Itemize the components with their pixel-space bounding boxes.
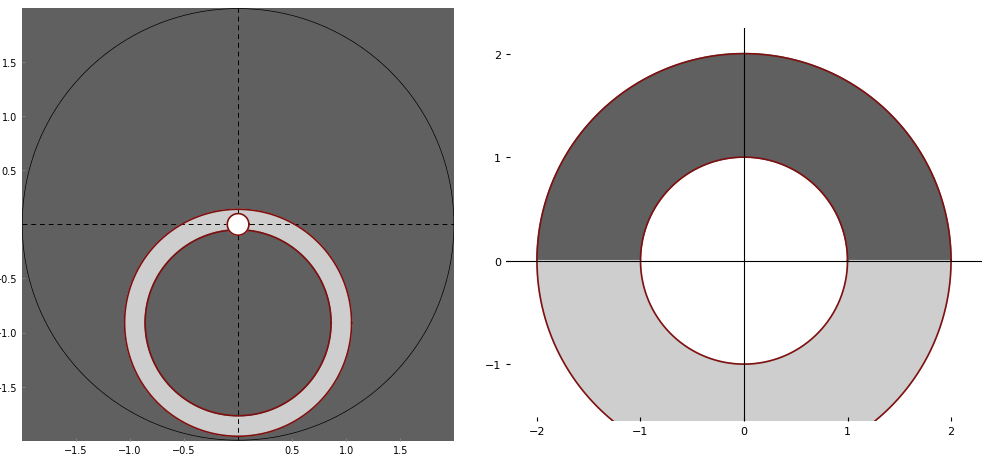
Circle shape <box>125 210 351 437</box>
Polygon shape <box>537 261 951 459</box>
Circle shape <box>227 214 249 235</box>
Circle shape <box>145 230 331 416</box>
Polygon shape <box>537 55 951 261</box>
